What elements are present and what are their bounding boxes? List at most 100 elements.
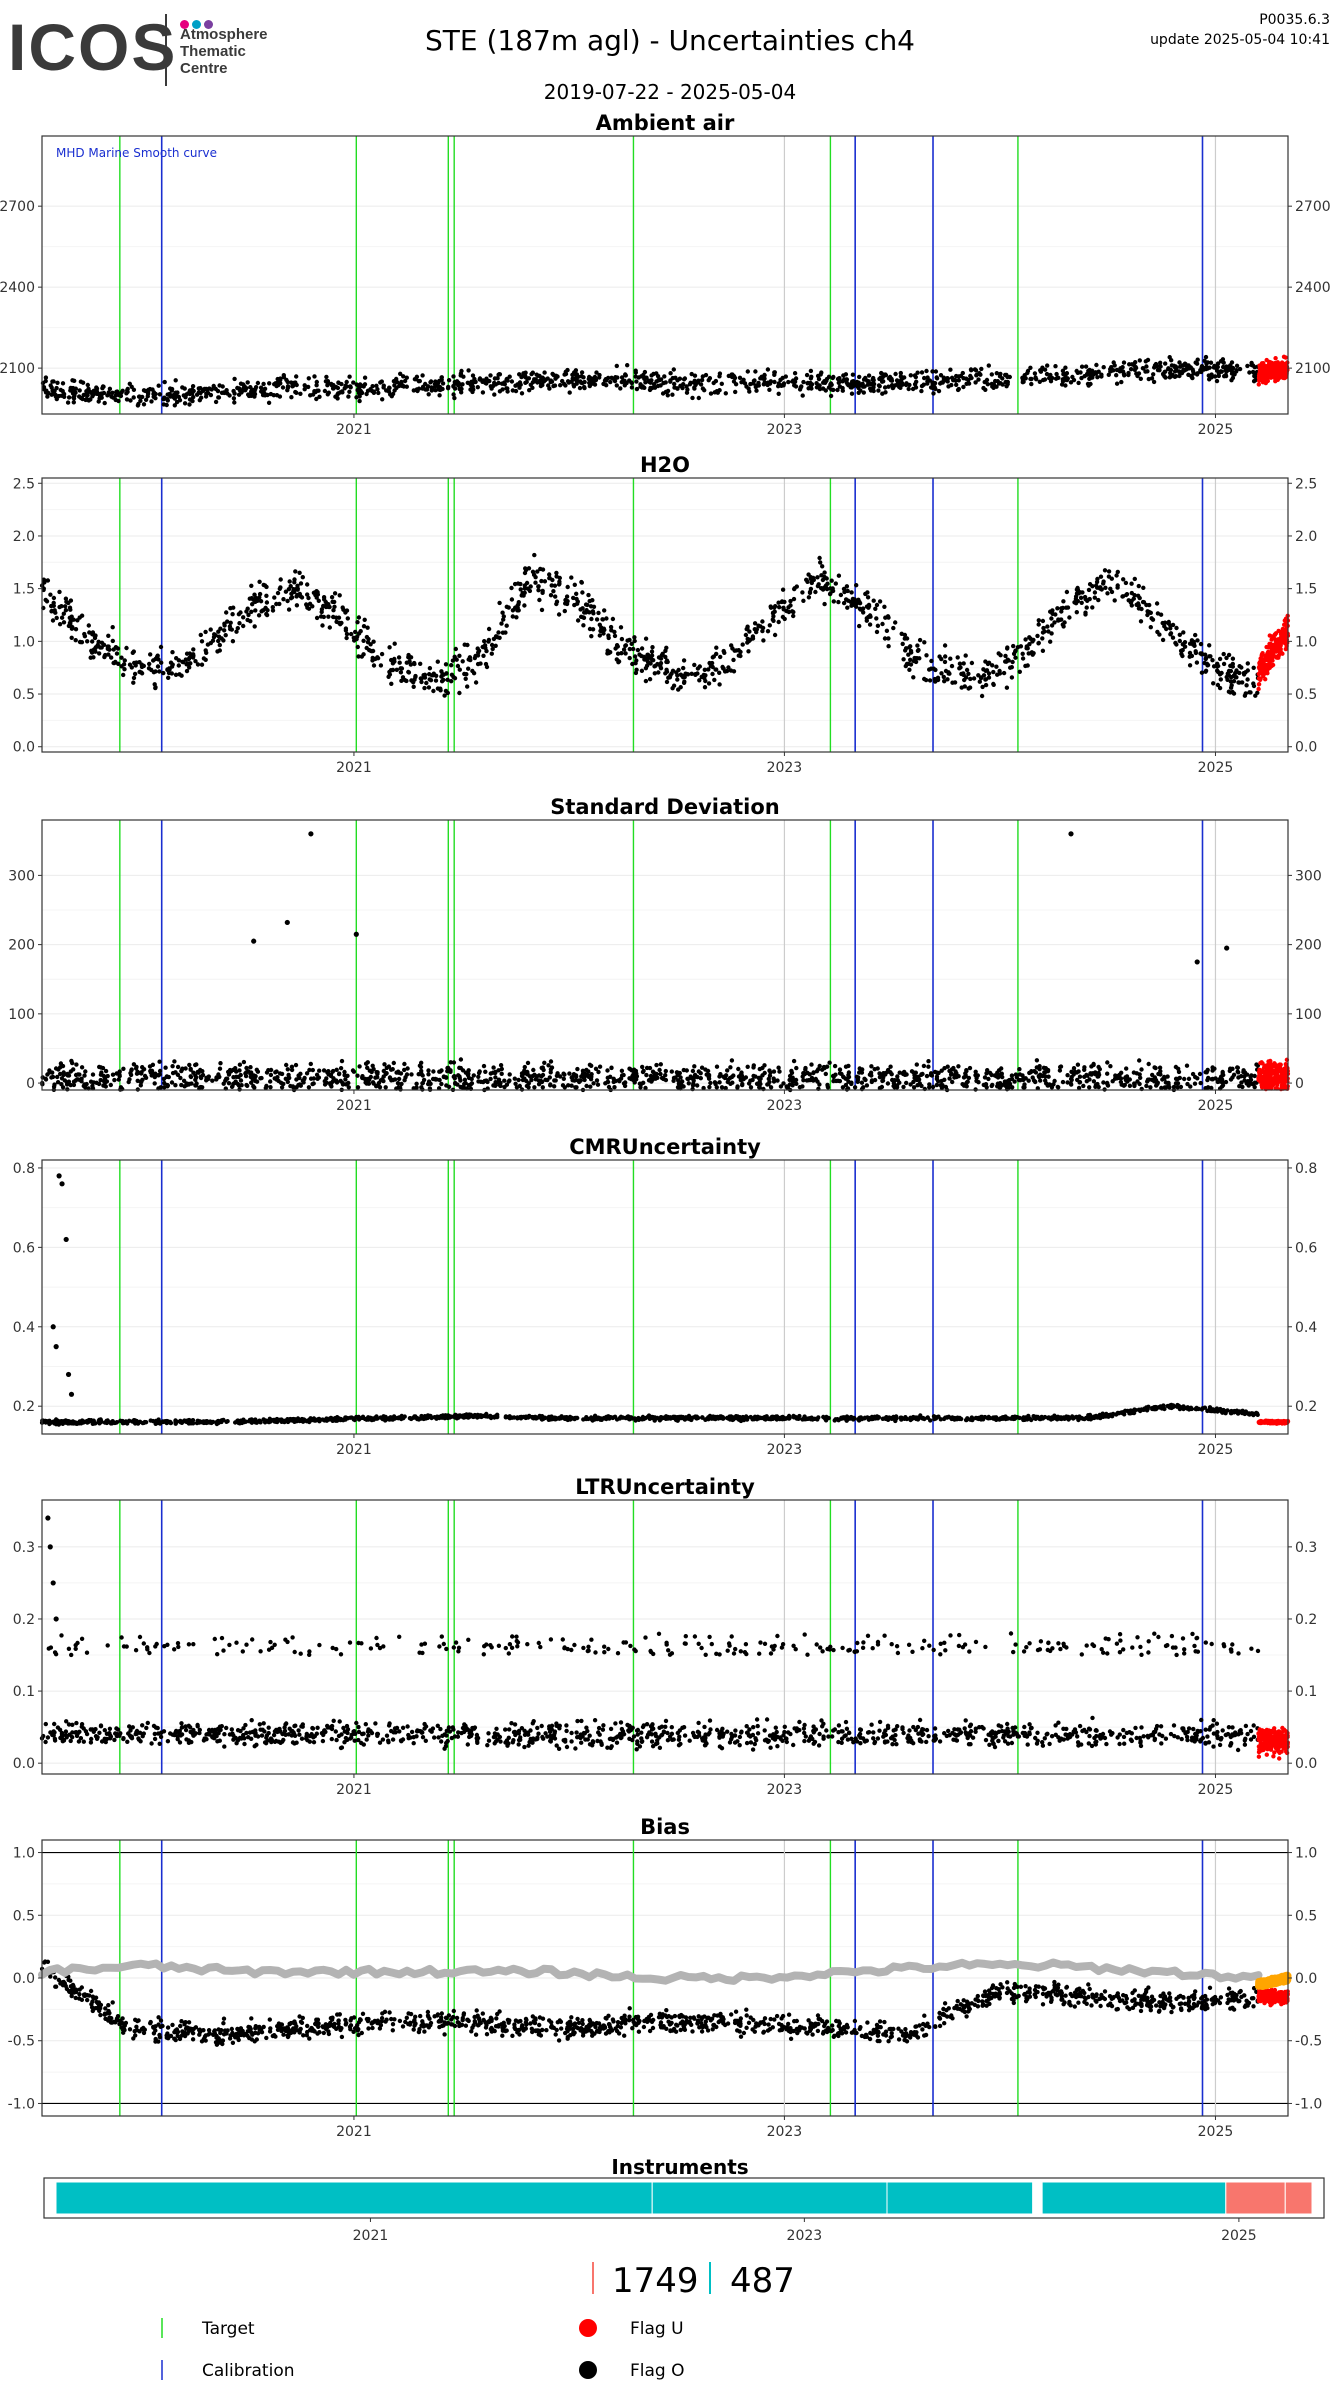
logo-wordmark: ICOS <box>8 10 178 84</box>
outlier-point <box>284 919 290 926</box>
icos-logo: ICOS Atmosphere Thematic Centre <box>8 12 288 92</box>
y-tick-label: 0.0 <box>1295 1756 1317 1772</box>
x-tick-label: 2021 <box>336 1098 372 1114</box>
x-tick-label: 2025 <box>1198 1782 1234 1798</box>
flag-u-points <box>1256 1418 1291 1426</box>
y-tick-label: 200 <box>8 938 35 954</box>
y-tick-label: 100 <box>1295 1007 1322 1023</box>
x-tick-label: 2023 <box>767 1782 803 1798</box>
logo-dots-icon <box>180 14 216 33</box>
legend-flag-u-label: Flag U <box>630 2319 684 2339</box>
x-tick-label: 2021 <box>353 2228 389 2244</box>
count-salmon: 1749 <box>612 2261 699 2301</box>
x-tick-label: 2021 <box>336 422 372 438</box>
y-tick-label: 0.3 <box>1295 1540 1317 1556</box>
x-tick-label: 2021 <box>336 1782 372 1798</box>
y-tick-label: 2100 <box>1295 361 1331 377</box>
panel-standard-deviation: Standard Deviation 0 0 100 100 200 200 300 300 20… <box>8 795 1321 1114</box>
y-tick-label: 2700 <box>1295 199 1331 215</box>
y-tick-label: 0.8 <box>1295 1161 1317 1177</box>
x-tick-label: 2021 <box>336 760 372 776</box>
page-title: STE (187m agl) - Uncertainties ch4 <box>424 24 915 57</box>
y-tick-label: -1.0 <box>1295 2096 1322 2112</box>
panel-title: LTRUncertainty <box>575 1475 755 1499</box>
y-tick-label: 0.0 <box>13 1971 35 1987</box>
x-tick-label: 2025 <box>1198 760 1234 776</box>
outlier-point <box>1194 959 1200 965</box>
y-tick-label: 200 <box>1295 938 1322 954</box>
flag-o-points <box>40 1057 1261 1093</box>
flag-o-points <box>40 354 1261 408</box>
y-tick-label: 2.5 <box>1295 476 1317 492</box>
flag-u-points <box>1256 1725 1290 1761</box>
outlier-point <box>50 1324 56 1330</box>
panel-frame <box>41 135 1289 415</box>
outlier-point <box>68 1391 75 1397</box>
panel-frame <box>41 1159 1289 1435</box>
outlier-point <box>59 1181 65 1187</box>
x-tick-label: 2023 <box>767 422 803 438</box>
outlier-point <box>251 938 257 944</box>
legend-calibration-label: Calibration <box>202 2361 295 2381</box>
x-tick-label: 2023 <box>767 1098 803 1114</box>
y-tick-label: 1.0 <box>13 1846 35 1862</box>
y-tick-label: 2.5 <box>13 476 35 492</box>
y-tick-label: 0.6 <box>13 1240 35 1256</box>
outlier-point <box>1068 831 1074 837</box>
x-tick-label: 2023 <box>787 2228 823 2244</box>
panel-frame <box>41 1499 1289 1775</box>
outlier-point <box>65 1371 72 1378</box>
y-tick-label: 0.2 <box>13 1399 35 1415</box>
instrument-segment <box>55 2181 653 2215</box>
x-tick-label: 2023 <box>767 760 803 776</box>
y-tick-label: 0.3 <box>13 1540 35 1556</box>
panel-ltruncertainty: LTRUncertainty 0.0 0.0 0.1 0.1 0.2 0.2 0.3 0.3 20… <box>13 1475 1318 1798</box>
y-tick-label: 0.4 <box>1295 1320 1317 1336</box>
x-tick-label: 2025 <box>1198 422 1234 438</box>
y-tick-label: 100 <box>8 1007 35 1023</box>
y-tick-label: 0 <box>1295 1076 1304 1092</box>
x-tick-label: 2025 <box>1198 2124 1234 2140</box>
smooth-curve <box>38 1958 1263 1985</box>
y-tick-label: 1.0 <box>1295 634 1317 650</box>
panel-title: Standard Deviation <box>550 795 780 819</box>
flag-u-points <box>1256 1057 1291 1092</box>
panel-frame <box>41 477 1289 753</box>
y-tick-label: 0.0 <box>1295 1971 1317 1987</box>
y-tick-label: -0.5 <box>8 2034 35 2050</box>
flag-u-points <box>1256 354 1290 387</box>
panel-title: Bias <box>640 1815 690 1839</box>
legend-flag-o-key <box>579 2361 597 2379</box>
outlier-point <box>1224 945 1230 951</box>
y-tick-label: 2.0 <box>13 529 35 545</box>
outlier-point <box>308 831 314 837</box>
outlier-point <box>63 1236 69 1243</box>
y-tick-label: 0.2 <box>13 1612 35 1628</box>
panel-title: H2O <box>640 453 690 477</box>
outlier-point <box>353 931 359 937</box>
y-tick-label: 0.0 <box>1295 740 1317 756</box>
count-teal: 487 <box>730 2261 795 2301</box>
y-tick-label: 0.1 <box>13 1684 35 1700</box>
x-tick-label: 2021 <box>336 2124 372 2140</box>
y-tick-label: -0.5 <box>1295 2034 1322 2050</box>
y-tick-label: 2400 <box>1295 280 1331 296</box>
y-tick-label: 0.5 <box>13 687 35 703</box>
y-tick-label: 0.1 <box>1295 1684 1317 1700</box>
panel-title: CMRUncertainty <box>569 1135 761 1159</box>
panel-cmruncertainty: CMRUncertainty 0.2 0.2 0.4 0.4 0.6 0.6 0.8 0.8 20… <box>13 1135 1318 1458</box>
y-tick-label: 0.5 <box>1295 1908 1317 1924</box>
instruments-panel: Instruments 2021 2023 2025 <box>43 2155 1325 2244</box>
version-label: P0035.6.3 <box>1259 12 1330 28</box>
x-tick-label: 2023 <box>767 1442 803 1458</box>
update-label: update 2025-05-04 10:41 <box>1150 32 1330 48</box>
outlier-point <box>56 1173 62 1179</box>
legend-flag-u-key <box>579 2319 597 2337</box>
outlier-point <box>53 1616 59 1622</box>
instrument-segment <box>1041 2181 1227 2215</box>
panel-h2o: H2O 0.0 0.0 0.5 0.5 1.0 1.0 1.5 1.5 2.0 2.0 2.5 2.5 2… <box>13 453 1318 776</box>
y-tick-label: 2.0 <box>1295 529 1317 545</box>
smooth-curve-label: MHD Marine Smooth curve <box>56 146 217 160</box>
y-tick-label: 2100 <box>0 361 35 377</box>
